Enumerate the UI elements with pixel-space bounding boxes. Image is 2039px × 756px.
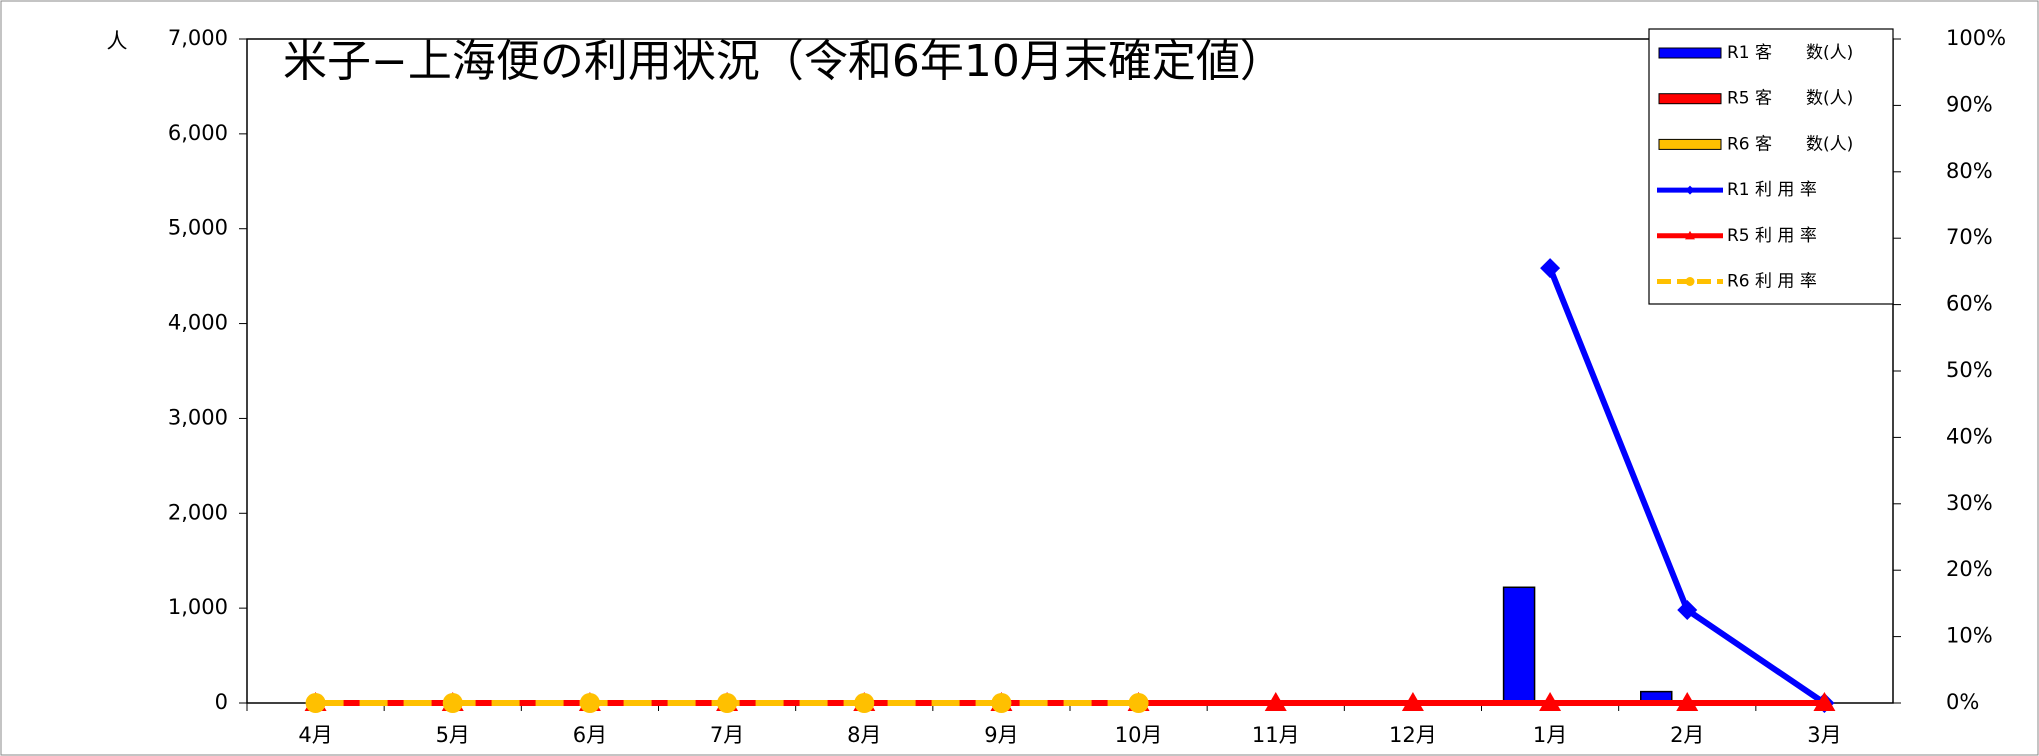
y2-tick-label: 10%: [1946, 624, 1993, 648]
line-marker: [1128, 693, 1149, 713]
x-tick-label: 10月: [1115, 723, 1163, 747]
x-tick-label: 7月: [710, 723, 744, 747]
y2-tick-label: 20%: [1946, 557, 1993, 581]
y-tick-label: 3,000: [168, 405, 228, 429]
line-marker: [579, 693, 600, 713]
x-tick-label: 6月: [573, 723, 607, 747]
x-tick-label: 1月: [1533, 723, 1567, 747]
legend-label: R1 客 数(人): [1727, 43, 1853, 63]
legend-label: R6 利 用 率: [1727, 272, 1817, 292]
line-marker: [1676, 692, 1699, 711]
y2-tick-label: 50%: [1946, 358, 1993, 382]
y2-tick-label: 90%: [1946, 92, 1993, 116]
x-tick-label: 11月: [1252, 723, 1300, 747]
legend-box: [1648, 28, 1894, 305]
legend-swatch: [1658, 93, 1722, 105]
y2-tick-label: 80%: [1946, 159, 1993, 183]
y-tick-label: 5,000: [168, 216, 228, 240]
y2-tick-label: 70%: [1946, 225, 1993, 249]
y-tick-label: 7,000: [168, 26, 228, 50]
y-axis-label: 人: [107, 29, 128, 53]
legend-label: R5 客 数(人): [1727, 89, 1853, 109]
x-tick-label: 12月: [1389, 723, 1437, 747]
line-marker: [1539, 692, 1562, 711]
x-tick-label: 2月: [1670, 723, 1704, 747]
bar: [1502, 586, 1536, 704]
x-tick-label: 8月: [847, 723, 881, 747]
x-tick-label: 5月: [436, 723, 470, 747]
y-tick-label: 6,000: [168, 121, 228, 145]
line-marker: [1677, 600, 1698, 621]
line-marker: [991, 693, 1012, 713]
y2-tick-label: 100%: [1946, 26, 2006, 50]
legend-label: R5 利 用 率: [1727, 226, 1817, 246]
x-tick-label: 9月: [984, 723, 1018, 747]
line-marker: [854, 693, 875, 713]
line-marker: [1264, 692, 1287, 711]
legend-marker: [1685, 185, 1695, 195]
y2-tick-label: 40%: [1946, 424, 1993, 448]
x-tick-label: 3月: [1807, 723, 1841, 747]
legend-swatch: [1658, 138, 1722, 150]
y-tick-label: 1,000: [168, 595, 228, 619]
y-tick-label: 2,000: [168, 500, 228, 524]
y2-tick-label: 30%: [1946, 491, 1993, 515]
legend: R1 客 数(人) R5 客 数(人) R6 客 数(人) R1 利 用 率 R5 利 …: [1648, 28, 1894, 305]
legend-label: R1 利 用 率: [1727, 180, 1817, 200]
y-tick-label: 4,000: [168, 311, 228, 335]
legend-label: R6 客 数(人): [1727, 134, 1853, 154]
line-marker: [717, 693, 738, 713]
y2-tick-label: 0%: [1946, 690, 1979, 714]
line-marker: [1401, 692, 1424, 711]
legend-marker: [1685, 277, 1695, 286]
x-tick-label: 4月: [298, 723, 332, 747]
y-tick-label: 0: [215, 690, 228, 714]
y2-tick-label: 60%: [1946, 292, 1993, 316]
legend-marker: [1685, 230, 1695, 240]
chart-title: 米子−上海便の利用状況（令和6年10月末確定値）: [283, 36, 1284, 87]
line-marker: [1540, 258, 1561, 279]
line-marker: [1813, 692, 1836, 711]
line-marker: [442, 693, 463, 713]
legend-swatch: [1658, 47, 1722, 59]
line-marker: [305, 693, 326, 713]
